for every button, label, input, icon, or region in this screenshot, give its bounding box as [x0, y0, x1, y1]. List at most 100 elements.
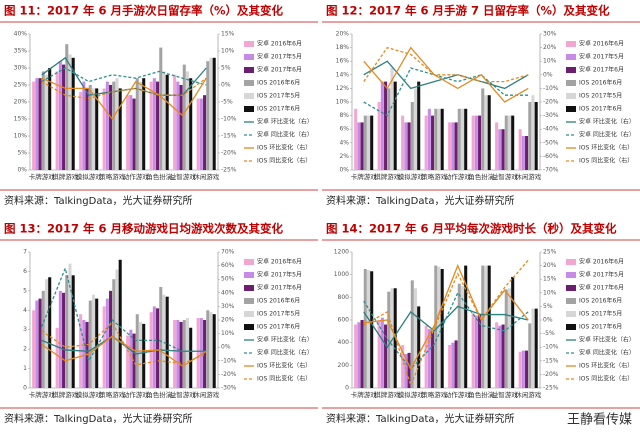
- bar: [88, 85, 92, 170]
- bar: [380, 81, 384, 170]
- bar: [179, 85, 183, 170]
- bar: [437, 266, 441, 388]
- bar: [58, 290, 62, 388]
- bar: [176, 81, 180, 170]
- legend-label: IOS 环比变化（右）: [257, 144, 311, 152]
- legend-label: 安卓 同比变化（右）: [579, 131, 635, 139]
- bar: [185, 71, 190, 170]
- x-tick-label: 益智游戏: [170, 172, 197, 181]
- x-tick-label: 动作游戏: [445, 172, 472, 181]
- legend-label: IOS 2017年6月: [579, 323, 622, 331]
- y-tick-label: 12%: [336, 85, 350, 92]
- bar: [478, 314, 482, 388]
- bar: [377, 320, 381, 388]
- legend-label: 安卓 2017年6月: [257, 66, 302, 74]
- bar: [495, 322, 499, 388]
- line-series: [363, 60, 529, 90]
- y2-tick-label: -25%: [221, 167, 237, 174]
- y2-tick-label: 10%: [543, 289, 557, 296]
- line-series: [363, 67, 529, 117]
- bar: [454, 122, 458, 170]
- bar: [199, 318, 203, 388]
- legend-swatch: [566, 106, 576, 112]
- y-tick-label: 10%: [14, 133, 28, 140]
- legend-label: IOS 同比变化（右）: [579, 375, 633, 383]
- chart-title: 图 11：2017 年 6 月手游次日留存率（%）及其变化: [4, 4, 284, 18]
- bar: [165, 296, 169, 388]
- bar: [182, 320, 186, 388]
- bar: [71, 275, 75, 388]
- y2-tick-label: -20%: [543, 99, 559, 106]
- y-tick-label: 0%: [339, 167, 349, 174]
- y-tick-label: 4%: [339, 139, 349, 146]
- chart-panel: 图 12：2017 年 6 月手游 7 日留存率（%）及其变化 0% 2% 4% 6% 8…: [322, 4, 640, 207]
- legend-label: IOS 2017年5月: [579, 92, 622, 100]
- y2-tick-label: -15%: [543, 357, 559, 364]
- y2-tick-label: 70%: [221, 249, 235, 256]
- bar: [471, 313, 475, 388]
- bar: [390, 288, 394, 388]
- legend-label: IOS 同比变化（右）: [257, 157, 311, 165]
- line-series: [363, 263, 529, 371]
- bar: [448, 344, 452, 388]
- y2-tick-label: -30%: [221, 385, 237, 392]
- y-tick-label: 400: [338, 339, 350, 346]
- bar: [203, 320, 207, 388]
- bar: [126, 335, 130, 388]
- y2-tick-label: 20%: [543, 262, 557, 269]
- bar: [85, 88, 89, 170]
- legend-label: IOS 环比变化（右）: [257, 362, 311, 370]
- source-note: 资料来源：TalkingData，光大证券研究所: [4, 412, 193, 425]
- x-tick-label: 休闲游戏: [515, 390, 542, 399]
- legend-label: IOS 2017年6月: [257, 105, 300, 113]
- x-tick-label: 棋牌游戏: [52, 390, 79, 399]
- bar: [165, 74, 169, 170]
- legend-swatch: [566, 80, 576, 86]
- y2-tick-label: -10%: [221, 116, 237, 123]
- bar: [393, 288, 397, 388]
- x-tick-label: 休闲游戏: [193, 172, 220, 181]
- legend-label: IOS 2017年5月: [257, 310, 300, 318]
- bar: [407, 352, 411, 388]
- bar: [68, 263, 72, 388]
- legend-label: 安卓 环比变化（右）: [257, 118, 313, 126]
- x-tick-label: 棋牌游戏: [374, 390, 401, 399]
- bar: [481, 88, 485, 170]
- bar: [534, 308, 538, 388]
- legend-swatch: [566, 259, 576, 265]
- legend-label: IOS 同比变化（右）: [579, 157, 633, 165]
- legend-label: 安卓 环比变化（右）: [579, 336, 635, 344]
- line-series: [41, 266, 207, 363]
- bar: [457, 108, 461, 170]
- y2-tick-label: -60%: [543, 153, 559, 160]
- bar: [531, 95, 535, 170]
- bar: [417, 306, 421, 388]
- bar: [404, 354, 408, 388]
- y-tick-label: 5%: [17, 150, 27, 157]
- y2-tick-label: -70%: [543, 167, 559, 174]
- legend-swatch: [244, 285, 254, 291]
- legend-label: 安卓 2017年5月: [579, 271, 624, 279]
- bar: [48, 68, 52, 170]
- bar: [118, 259, 122, 388]
- chart-title: 图 12：2017 年 6 月手游 7 日留存率（%）及其变化: [326, 4, 610, 18]
- bar: [498, 325, 502, 388]
- bar: [471, 115, 475, 170]
- legend-swatch: [566, 285, 576, 291]
- bar: [357, 122, 361, 170]
- x-tick-label: 棋牌游戏: [374, 172, 401, 181]
- bar: [159, 47, 163, 170]
- bar: [366, 270, 371, 388]
- x-tick-label: 动作游戏: [123, 390, 150, 399]
- bar: [58, 61, 62, 171]
- bar: [531, 308, 535, 388]
- legend-label: IOS 环比变化（右）: [579, 144, 633, 152]
- bar: [71, 57, 75, 170]
- legend-swatch: [566, 67, 576, 73]
- bar: [401, 115, 405, 170]
- bar: [498, 129, 502, 170]
- bar: [132, 98, 136, 170]
- bar: [424, 325, 428, 388]
- line-series: [363, 259, 529, 388]
- bar: [377, 102, 381, 170]
